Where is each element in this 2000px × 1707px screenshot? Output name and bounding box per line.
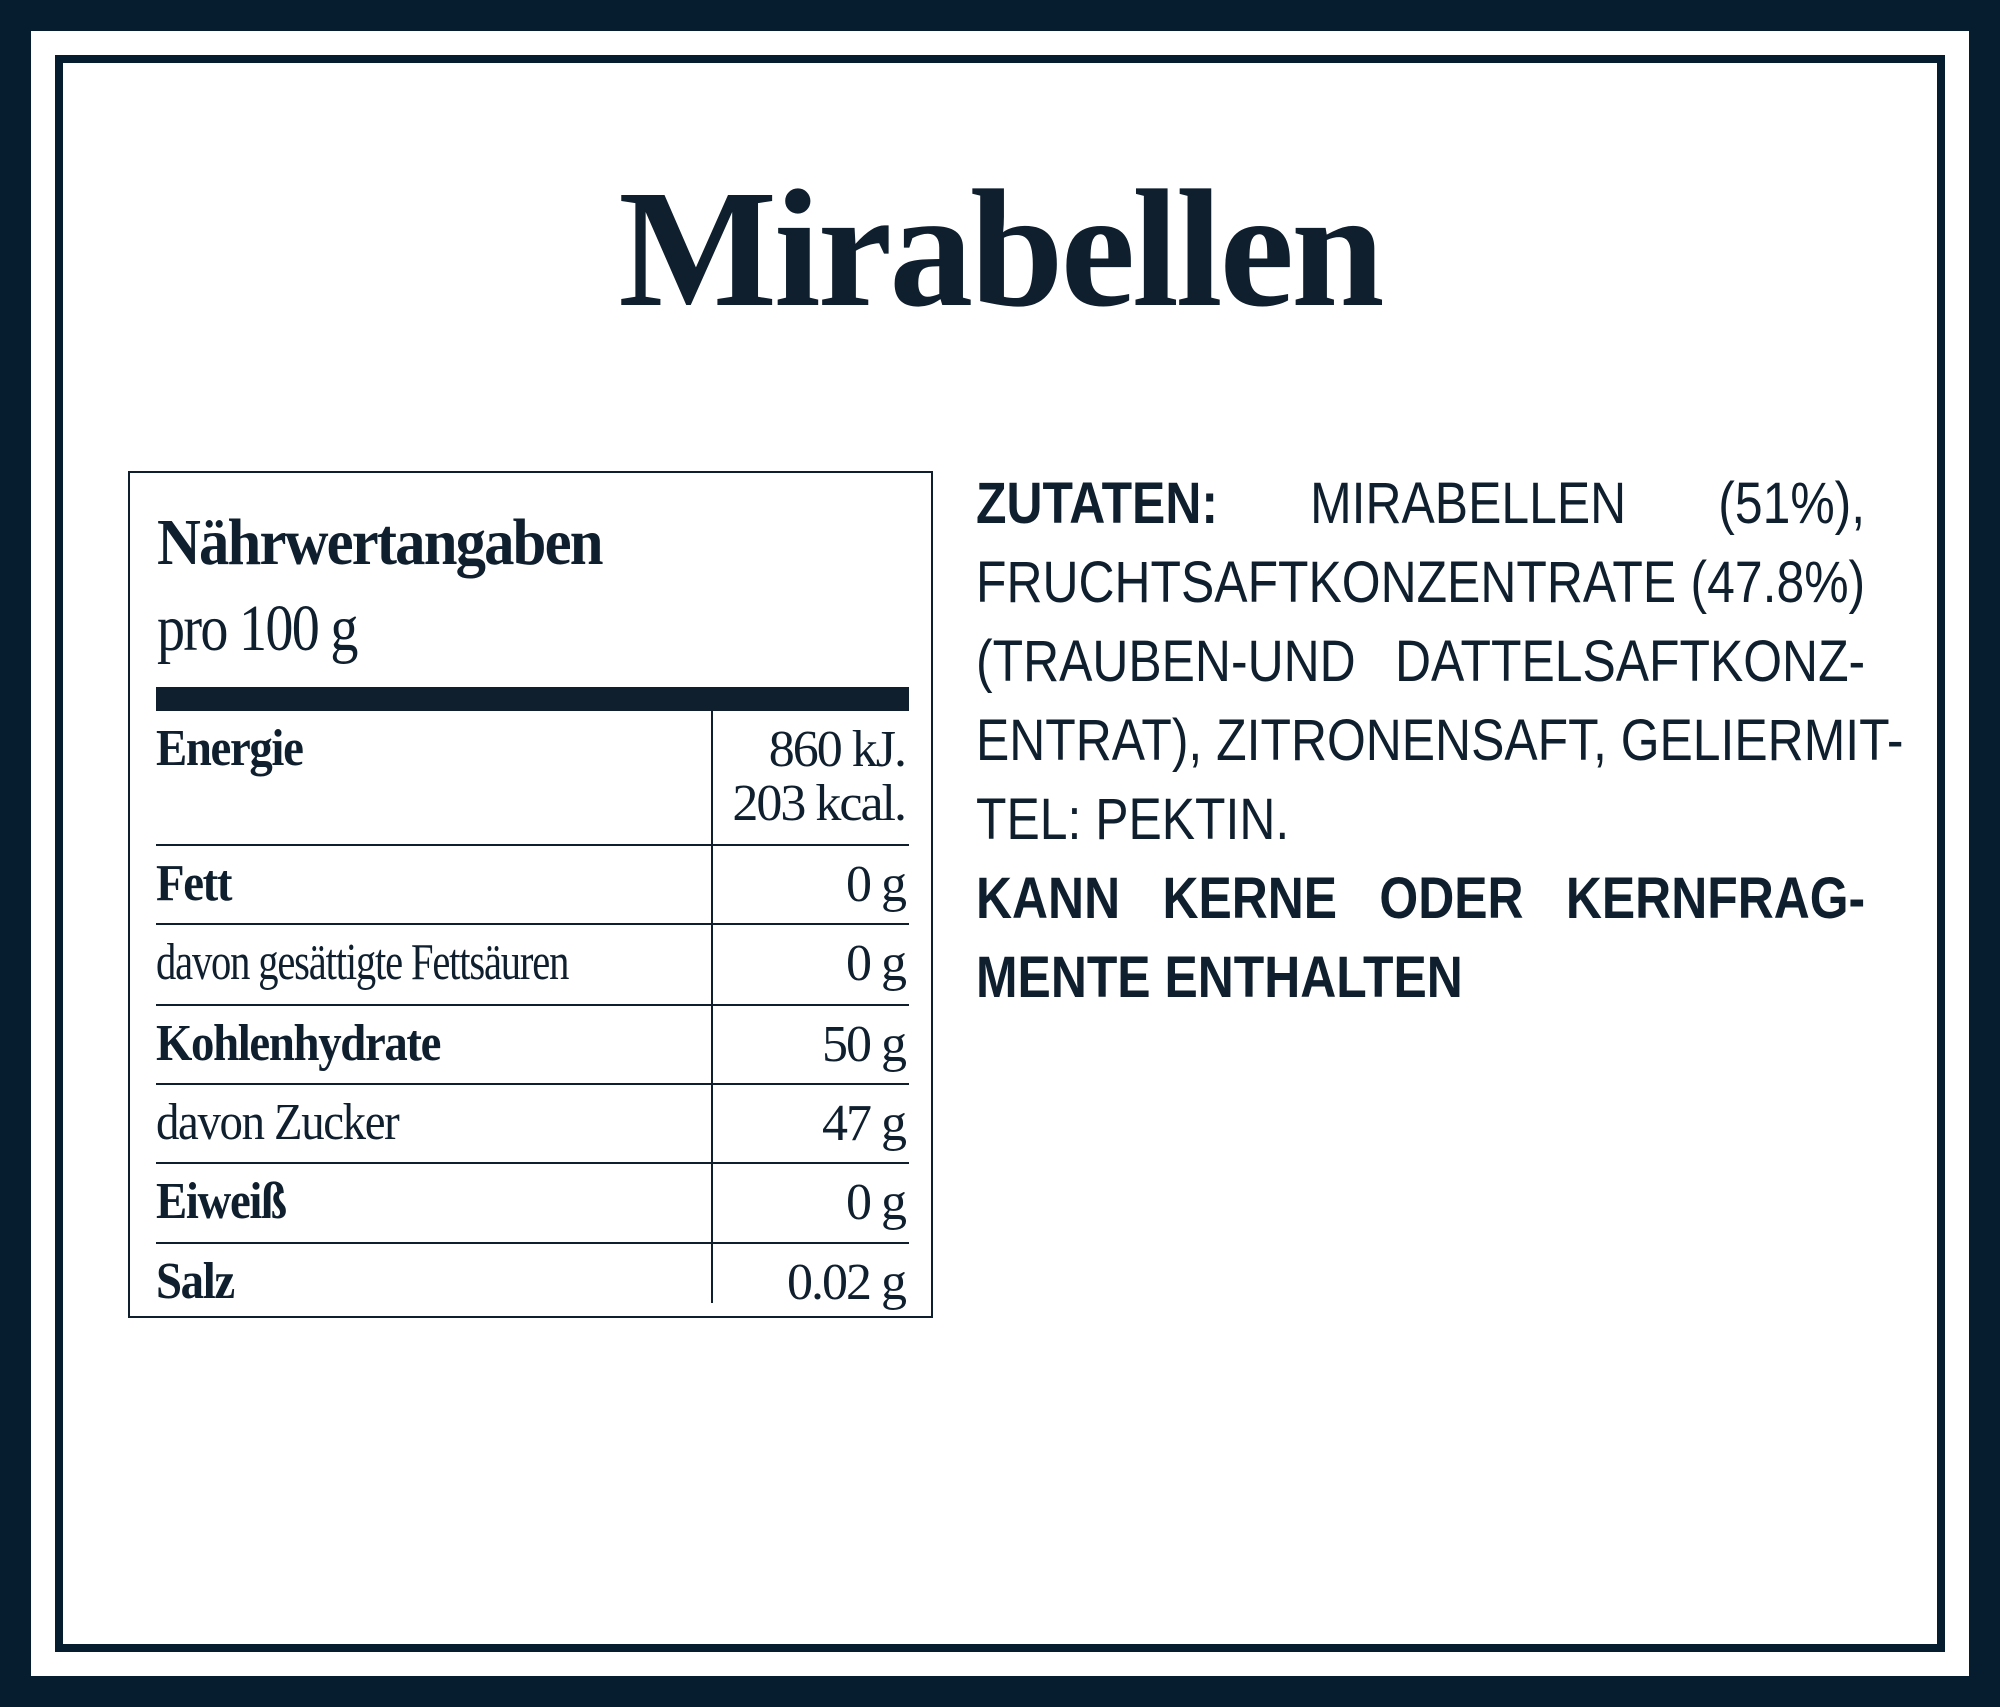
table-row-fett: Fett 0 g: [156, 846, 909, 925]
product-title: Mirabellen: [618, 156, 1384, 342]
energy-kcal: 203 kcal.: [732, 775, 907, 832]
warning-line: MENTE ENTHALTEN: [976, 945, 1463, 1010]
table-row-salz: Salz 0.02 g: [156, 1244, 909, 1310]
table-row-eiweiss: Eiweiß 0 g: [156, 1164, 909, 1244]
ingredients-text: MIRABELLEN (51%),: [1310, 471, 1866, 536]
header-bar: [156, 687, 909, 711]
row-label: Eiweiß: [156, 1173, 287, 1230]
table-row-zucker: davon Zucker 47 g: [156, 1085, 909, 1164]
row-label: davon Zucker: [156, 1094, 400, 1151]
ingredients-line: (TRAUBEN-UND DATTELSAFTKONZ-: [976, 629, 1866, 694]
inner-frame: [55, 55, 1945, 1652]
ingredients-label: ZUTATEN:: [976, 471, 1218, 536]
nutrition-per: pro 100 g: [157, 592, 358, 665]
nutrition-heading: Nährwertangaben: [157, 506, 603, 579]
row-value: 0 g: [711, 846, 909, 923]
row-label: Salz: [156, 1253, 235, 1310]
energy-kj: 860 kJ.: [768, 721, 907, 778]
warning-line: KANN KERNE ODER KERNFRAG-: [976, 866, 1866, 931]
row-value: 860 kJ. 203 kcal.: [711, 711, 909, 844]
row-label: Fett: [156, 855, 232, 912]
row-value: 0 g: [711, 925, 909, 1004]
ingredients-line: TEL: PEKTIN.: [976, 787, 1290, 852]
row-label: davon gesättigte Fettsäuren: [156, 934, 569, 991]
row-value: 50 g: [711, 1006, 909, 1083]
table-row-kohlenhydrate: Kohlenhydrate 50 g: [156, 1006, 909, 1085]
table-row-gesaettigte: davon gesättigte Fettsäuren 0 g: [156, 925, 909, 1006]
ingredients-line: FRUCHTSAFTKONZENTRATE (47.8%): [976, 550, 1866, 615]
ingredients-block: ZUTATEN: MIRABELLEN (51%), FRUCHTSAFTKON…: [976, 464, 1904, 1017]
row-value: 0.02 g: [711, 1244, 909, 1310]
table-row-energie: Energie 860 kJ. 203 kcal.: [156, 711, 909, 846]
nutrition-table: Nährwertangaben pro 100 g Energie 860 kJ…: [128, 471, 933, 1318]
row-label: Energie: [156, 720, 304, 777]
row-value: 0 g: [711, 1164, 909, 1242]
row-label: Kohlenhydrate: [156, 1015, 441, 1072]
ingredients-line: ZUTATEN: MIRABELLEN (51%),: [976, 464, 1865, 543]
row-value: 47 g: [711, 1085, 909, 1162]
ingredients-line: ENTRAT), ZITRONENSAFT, GELIERMIT-: [976, 708, 1904, 773]
